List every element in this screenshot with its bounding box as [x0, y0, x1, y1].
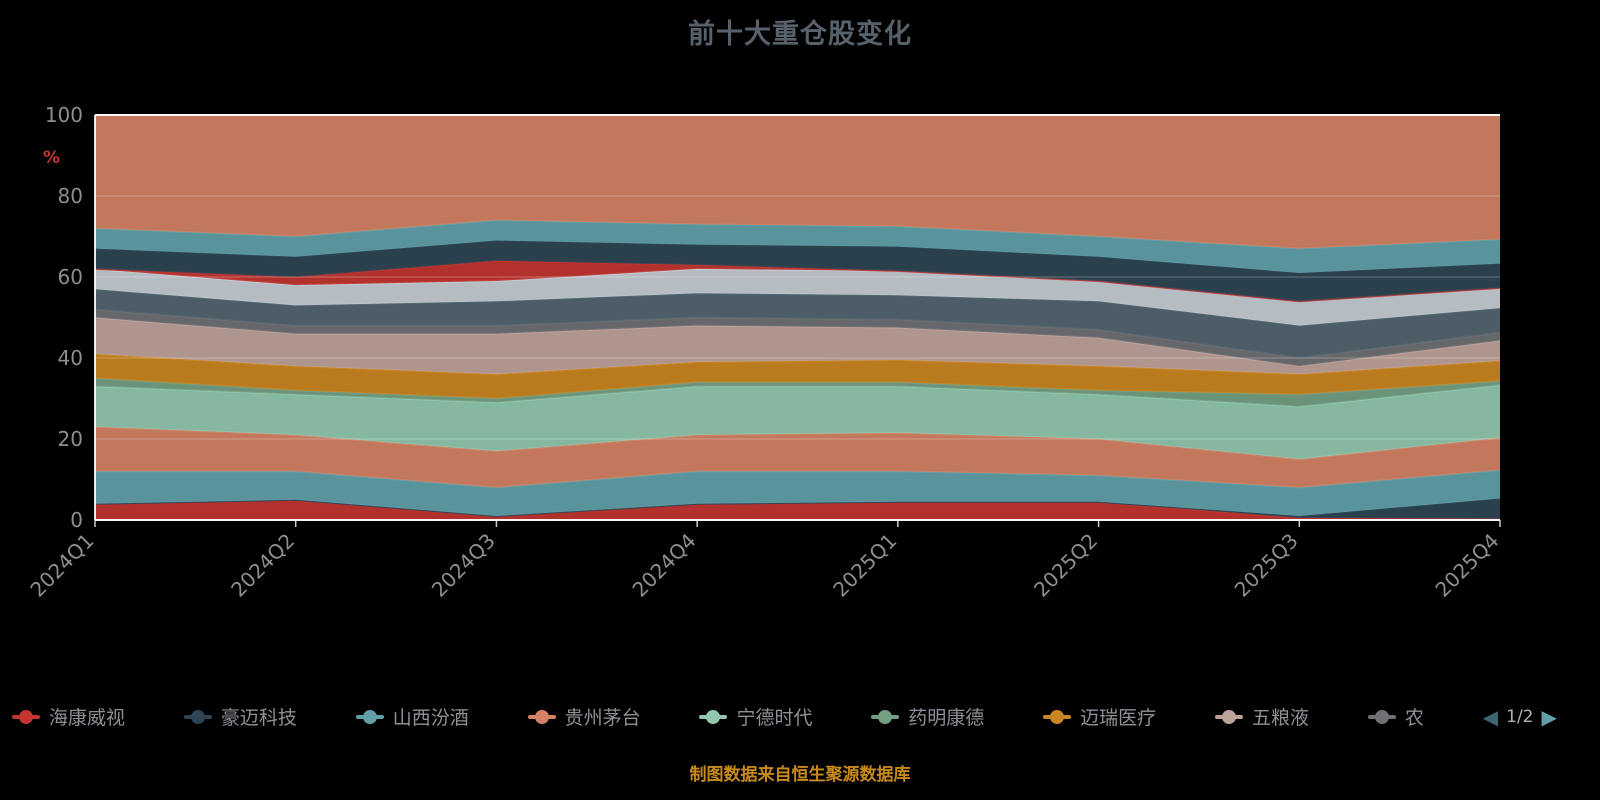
- area-band-0: [95, 499, 1500, 520]
- svg-text:2024Q4: 2024Q4: [628, 529, 701, 602]
- legend-item-3[interactable]: 贵州茅台: [527, 703, 641, 730]
- legend-series-icon: [1043, 709, 1072, 724]
- legend-label: 药明康德: [908, 707, 985, 729]
- legend-item-2[interactable]: 山西汾酒: [355, 703, 469, 730]
- area-band-10: [95, 268, 1500, 326]
- y-axis-labels: 0 20 40 60 80 100: [45, 103, 83, 532]
- legend-item-0[interactable]: 海康威视: [12, 703, 125, 730]
- area-band-1: [95, 498, 1500, 519]
- legend-series-icon: [871, 709, 900, 724]
- area-band-13: [95, 220, 1500, 273]
- legend-bar: 海康威视 豪迈科技 山西汾酒 贵州茅台 宁德时代 药明康德 迈瑞医疗 五粮液 农 ◀ 1/2 ▶: [12, 703, 1557, 730]
- svg-text:100: 100: [45, 103, 83, 127]
- svg-text:2025Q3: 2025Q3: [1230, 529, 1303, 602]
- legend-series-icon: [1367, 709, 1396, 724]
- legend-label: 农: [1404, 707, 1424, 729]
- x-axis-labels: 2024Q1 2024Q2 2024Q3 2024Q4 2025Q1 2025Q2 2025…: [25, 529, 1503, 602]
- area-band-7: [95, 317, 1500, 375]
- legend-series-icon: [699, 709, 728, 724]
- legend-item-4[interactable]: 宁德时代: [699, 703, 812, 730]
- area-band-5: [95, 378, 1500, 407]
- legend-label: 海康威视: [49, 707, 126, 729]
- legend-item-7[interactable]: 五粮液: [1215, 703, 1309, 730]
- legend-item-8[interactable]: 农: [1367, 703, 1424, 730]
- svg-text:20: 20: [58, 427, 83, 451]
- legend-item-6[interactable]: 迈瑞医疗: [1043, 703, 1156, 730]
- svg-text:2025Q2: 2025Q2: [1029, 529, 1102, 602]
- legend-label: 迈瑞医疗: [1080, 707, 1157, 729]
- legend-series-icon: [12, 709, 40, 724]
- legend-label: 宁德时代: [736, 707, 813, 729]
- area-band-8: [95, 309, 1500, 367]
- svg-text:80: 80: [58, 184, 83, 208]
- legend-pager: ◀ 1/2 ▶: [1483, 707, 1557, 727]
- legend-label: 贵州茅台: [564, 707, 641, 729]
- y-axis-unit-label: %: [43, 148, 60, 168]
- area-band-11: [95, 260, 1500, 302]
- legend-page-indicator: 1/2: [1506, 706, 1534, 727]
- area-band-12: [95, 240, 1500, 302]
- legend-item-1[interactable]: 豪迈科技: [183, 703, 297, 730]
- svg-text:2025Q4: 2025Q4: [1430, 529, 1503, 602]
- x-axis-ticks: [94, 520, 1501, 527]
- area-band-3: [95, 426, 1500, 488]
- legend-prev-page-button[interactable]: ◀: [1482, 704, 1499, 729]
- svg-text:2024Q1: 2024Q1: [25, 529, 98, 602]
- chart-title: 前十大重仓股变化: [688, 19, 912, 50]
- area-band-2: [95, 470, 1500, 516]
- svg-text:2024Q2: 2024Q2: [226, 529, 299, 602]
- area-band-4: [95, 385, 1500, 460]
- legend-label: 豪迈科技: [220, 707, 297, 729]
- data-source-note: 制图数据来自恒生聚源数据库: [689, 765, 911, 785]
- svg-text:60: 60: [58, 265, 83, 289]
- legend-label: 山西汾酒: [392, 707, 469, 729]
- legend-series-icon: [355, 709, 384, 724]
- area-band-6: [95, 353, 1500, 399]
- legend-item-5[interactable]: 药明康德: [871, 703, 984, 730]
- area-band-14: [95, 115, 1500, 249]
- gridlines: [95, 114, 1500, 521]
- legend-label: 五粮液: [1252, 707, 1310, 729]
- legend-next-page-button[interactable]: ▶: [1541, 704, 1557, 729]
- legend-series-icon: [1215, 709, 1244, 724]
- svg-text:2024Q3: 2024Q3: [427, 529, 500, 602]
- svg-text:2025Q1: 2025Q1: [828, 529, 901, 602]
- legend-series-icon: [183, 709, 212, 724]
- svg-text:40: 40: [58, 346, 83, 370]
- area-band-9: [95, 289, 1500, 358]
- area-series-group: [94, 114, 1501, 520]
- legend-series-icon: [527, 709, 556, 724]
- svg-text:0: 0: [70, 508, 83, 532]
